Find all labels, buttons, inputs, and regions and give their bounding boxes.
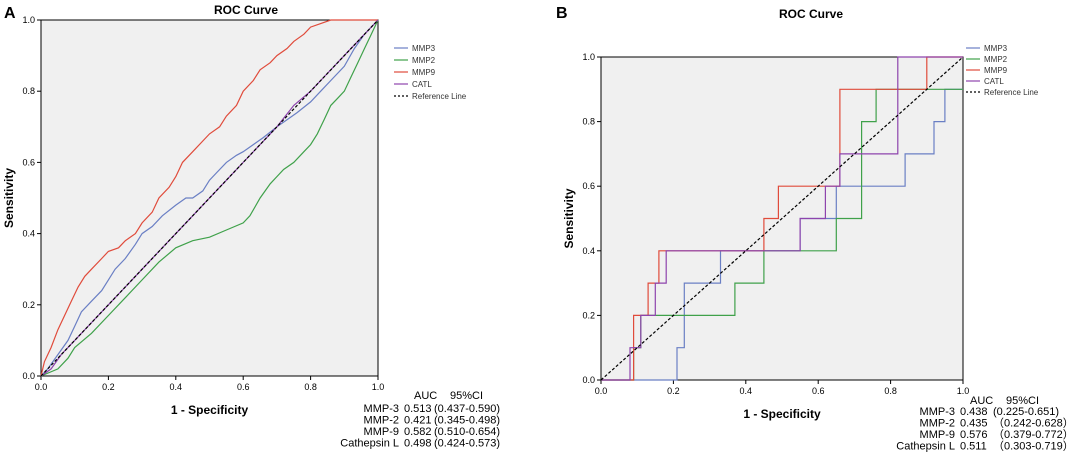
x-tick-label: 0.2 (667, 386, 680, 396)
roc-panel-b: B ROC Curve 0.0 0.2 0.4 0.6 0.8 1.0 0.0 0.2 0.4 0.6… (556, 5, 1074, 453)
x-tick-label: 0.4 (170, 382, 183, 392)
series-line-mmp3 (40, 19, 379, 377)
y-tick-label: 0.6 (22, 157, 35, 167)
x-tick-label: 1.0 (957, 386, 970, 396)
auc-row-ci: (0.510-0.654) (434, 426, 500, 438)
y-tick-label: 0.8 (22, 86, 35, 96)
auc-row-ci: （0.303-0.719） (993, 440, 1074, 453)
legend-label: CATL (984, 77, 1004, 86)
ci-header: 95%CI (450, 390, 483, 402)
y-tick-label: 0.0 (22, 371, 35, 381)
y-tick-label: 0.6 (582, 181, 595, 191)
series-line-mmp2 (40, 19, 379, 377)
x-axis-title: 1 - Specificity (743, 407, 821, 421)
auc-row-value: 0.438 (960, 406, 988, 418)
x-tick-label: 0.6 (237, 382, 250, 392)
auc-row-label: MMP-3 (920, 406, 955, 418)
auc-row-ci: (0.345-0.498) (434, 415, 500, 427)
auc-row-label: Cathepsin L (896, 441, 955, 453)
series-line-mmp9 (40, 19, 378, 377)
auc-row-value: 0.511 (960, 441, 987, 453)
auc-row-label: MMP-2 (920, 418, 955, 430)
auc-row-value: 0.582 (404, 426, 432, 438)
x-tick-label: 0.0 (35, 382, 48, 392)
x-tick-label: 0.0 (595, 386, 608, 396)
legend-label: MMP2 (412, 56, 436, 65)
y-tick-label: 0.2 (22, 300, 35, 310)
auc-row-value: 0.435 (960, 418, 988, 430)
legend-label: Reference Line (412, 92, 467, 101)
x-axis-title: 1 - Specificity (171, 403, 249, 417)
legend-label: MMP3 (412, 44, 436, 53)
auc-row-value: 0.498 (404, 438, 432, 450)
legend-label: MMP2 (984, 55, 1008, 64)
auc-row-value: 0.513 (404, 403, 432, 415)
legend-label: Reference Line (984, 88, 1039, 97)
y-axis-title: Sensitivity (2, 168, 16, 228)
y-tick-label: 0.8 (582, 117, 595, 127)
auc-row-label: MMP-3 (364, 403, 399, 415)
panel-label: B (556, 5, 568, 22)
ci-header: 95%CI (1006, 395, 1039, 407)
auc-row-label: MMP-2 (364, 415, 399, 427)
legend-label: CATL (412, 80, 432, 89)
legend-label: MMP3 (984, 44, 1008, 53)
auc-row-ci: （0.379-0.772） (993, 428, 1074, 441)
auc-row-ci: (0.437-0.590) (434, 403, 500, 415)
x-tick-label: 0.8 (884, 386, 897, 396)
y-tick-label: 0.4 (582, 246, 595, 256)
legend-label: MMP9 (984, 66, 1008, 75)
auc-row-ci: （0.242-0.628） (993, 417, 1074, 430)
series-line-mmp3 (601, 88, 963, 381)
chart-title: ROC Curve (214, 3, 278, 17)
series-line-reference-line (40, 19, 379, 377)
auc-row-label: MMP-9 (920, 429, 955, 441)
auc-header: AUC (414, 390, 437, 402)
y-tick-label: 1.0 (582, 52, 595, 62)
y-tick-label: 0.0 (582, 375, 595, 385)
x-tick-label: 0.2 (102, 382, 115, 392)
auc-row-value: 0.576 (960, 429, 988, 441)
auc-row-value: 0.421 (404, 415, 432, 427)
auc-row-label: Cathepsin L (340, 438, 399, 450)
chart-title: ROC Curve (779, 7, 843, 21)
y-tick-label: 1.0 (22, 15, 35, 25)
x-tick-label: 0.8 (304, 382, 317, 392)
auc-row-label: MMP-9 (364, 426, 399, 438)
series-line-catl (601, 56, 963, 381)
y-tick-label: 0.2 (582, 310, 595, 320)
x-tick-label: 0.4 (740, 386, 753, 396)
auc-header: AUC (970, 395, 993, 407)
legend-label: MMP9 (412, 68, 436, 77)
series-line-reference-line (600, 56, 964, 381)
roc-panel-a: A ROC Curve 0.0 0.2 0.4 0.6 0.8 1.0 0.0 0.2 0.4 0.6… (2, 3, 500, 450)
x-tick-label: 0.6 (812, 386, 825, 396)
auc-row-ci: (0.424-0.573) (434, 438, 500, 450)
x-tick-label: 1.0 (372, 382, 385, 392)
y-tick-label: 0.4 (22, 229, 35, 239)
y-axis-title: Sensitivity (562, 188, 576, 248)
panel-label: A (4, 5, 16, 22)
auc-row-ci: (0.225-0.651) (993, 406, 1059, 418)
